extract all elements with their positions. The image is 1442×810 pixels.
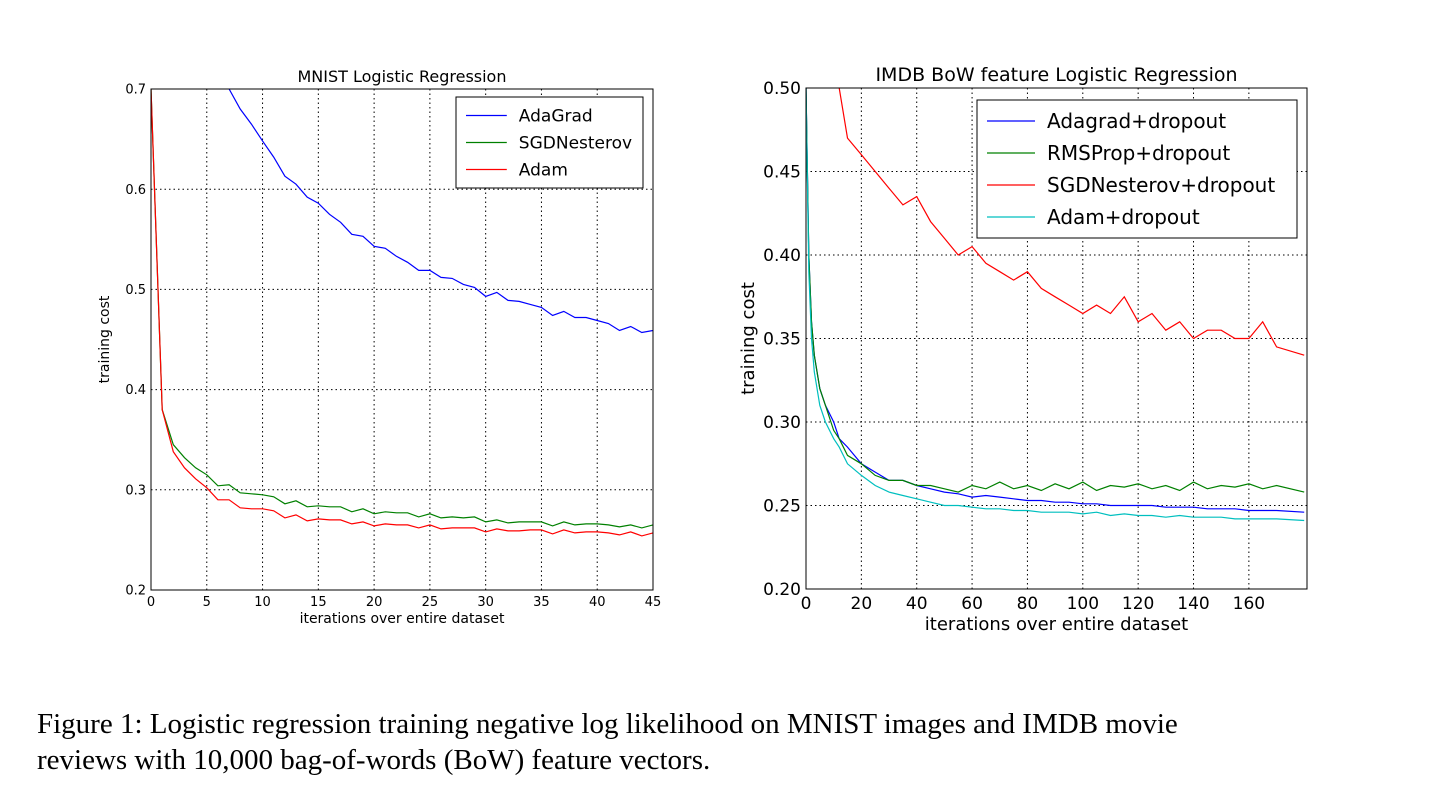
x-tick-label: 45	[645, 595, 662, 610]
legend-label: RMSProp+dropout	[1047, 141, 1230, 165]
x-tick-label: 30	[477, 595, 494, 610]
y-tick-label: 0.25	[763, 496, 801, 516]
x-tick-label: 20	[851, 594, 873, 614]
legend-label: SGDNesterov	[519, 134, 632, 154]
data-line	[151, 89, 653, 537]
y-tick-label: 0.3	[125, 483, 146, 498]
chart: 0 5 10 15 20 25 30 35 40 45 0.2 0.3 0.4 0.5 0.6 0.7 MNIS…	[97, 67, 662, 627]
y-tick-label: 0.30	[763, 413, 801, 433]
y-tick-label: 0.35	[763, 329, 801, 349]
chart: 0 20 40 60 80 100 120 140 160 0.20 0.25 0.30 0.35 0.4…	[738, 64, 1308, 635]
legend-label: AdaGrad	[519, 107, 593, 127]
plot-frame	[805, 87, 1308, 590]
y-tick-label: 0.45	[763, 162, 801, 182]
x-tick-label: 40	[906, 594, 928, 614]
x-tick-label: 60	[961, 594, 983, 614]
y-tick-label: 0.5	[125, 283, 146, 298]
data-line	[838, 88, 1305, 356]
legend-label: Adam+dropout	[1047, 205, 1200, 229]
x-tick-label: 15	[310, 595, 327, 610]
legend-box	[976, 99, 1298, 239]
y-axis-label: training cost	[738, 282, 759, 395]
y-tick-label: 0.4	[125, 383, 146, 398]
data-line	[806, 88, 1305, 522]
y-tick-label: 0.7	[125, 83, 146, 98]
x-tick-label: 120	[1122, 594, 1154, 614]
y-axis-label: training cost	[97, 295, 113, 383]
chart-title: MNIST Logistic Regression	[298, 67, 507, 86]
plot-frame	[150, 88, 654, 591]
legend: AdaGrad SGDNesterov Adam	[455, 96, 644, 189]
caption-line: Figure 1: Logistic regression training n…	[37, 708, 1178, 740]
legend: Adagrad+dropout RMSProp+dropout SGDNestero…	[976, 99, 1298, 239]
y-tick-label: 0.50	[763, 79, 801, 99]
chart-title: IMDB BoW feature Logistic Regression	[875, 64, 1237, 86]
legend-label: Adagrad+dropout	[1047, 109, 1226, 133]
data-line	[228, 89, 653, 334]
x-tick-label: 40	[589, 595, 606, 610]
y-tick-label: 0.20	[763, 580, 801, 600]
y-tick-label: 0.6	[125, 183, 146, 198]
x-tick-label: 25	[422, 595, 439, 610]
legend-label: SGDNesterov+dropout	[1047, 173, 1275, 197]
x-tick-label: 80	[1017, 594, 1039, 614]
data-line	[806, 88, 1305, 493]
caption-line: reviews with 10,000 bag-of-words (BoW) f…	[37, 744, 710, 776]
x-tick-label: 10	[254, 595, 271, 610]
x-tick-label: 35	[533, 595, 550, 610]
x-tick-label: 0	[147, 595, 155, 610]
x-tick-label: 140	[1177, 594, 1209, 614]
x-tick-label: 0	[801, 594, 812, 614]
legend-label: Adam	[519, 161, 568, 181]
data-line	[151, 89, 653, 529]
y-tick-label: 0.40	[763, 246, 801, 266]
x-axis-label: iterations over entire dataset	[925, 614, 1188, 635]
x-tick-label: 5	[203, 595, 211, 610]
y-tick-label: 0.2	[125, 584, 146, 599]
x-tick-label: 20	[366, 595, 383, 610]
data-line	[806, 88, 1305, 513]
x-tick-label: 160	[1233, 594, 1265, 614]
x-axis-label: iterations over entire dataset	[300, 611, 505, 627]
x-tick-label: 100	[1067, 594, 1099, 614]
